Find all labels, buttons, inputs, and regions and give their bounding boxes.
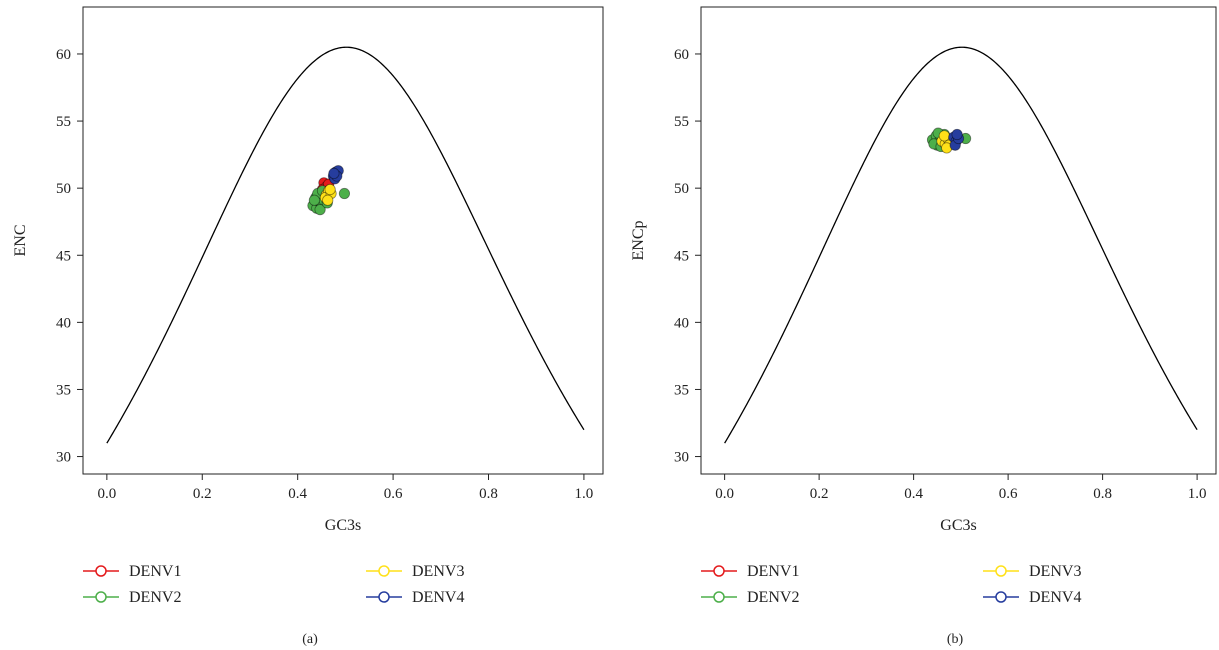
legend-item-denv4: DENV4 <box>366 589 464 606</box>
y-tick-label: 40 <box>674 315 689 331</box>
legend-marker <box>995 591 1007 603</box>
legend-label: DENV1 <box>129 563 181 580</box>
x-tick-label: 0.4 <box>288 486 307 502</box>
y-tick-label: 35 <box>674 382 689 398</box>
x-tick-label: 1.0 <box>575 486 594 502</box>
y-tick-label: 55 <box>56 114 71 130</box>
legend-marker <box>95 565 107 577</box>
legend-label: DENV3 <box>412 563 464 580</box>
legend-label: DENV2 <box>747 589 799 606</box>
legend-item-denv1: DENV1 <box>83 563 181 580</box>
x-tick-label: 0.4 <box>904 486 923 502</box>
data-point-denv3 <box>324 183 336 196</box>
legend-marker <box>713 565 725 577</box>
y-tick-label: 45 <box>674 248 689 264</box>
x-tick-label: 0.8 <box>479 486 498 502</box>
x-tick-label: 1.0 <box>1188 486 1207 502</box>
y-tick-label: 35 <box>56 382 71 398</box>
data-point-denv2 <box>308 194 320 206</box>
data-point-denv4 <box>951 128 963 141</box>
legend-item-denv4: DENV4 <box>983 589 1081 606</box>
y-tick-label: 40 <box>56 315 71 331</box>
expected-curve <box>106 46 585 444</box>
expected-curve <box>724 46 1198 444</box>
legend-item-denv3: DENV3 <box>366 563 464 580</box>
y-tick-label: 50 <box>56 181 71 197</box>
plot-frame <box>700 6 1217 475</box>
legend-item-denv2: DENV2 <box>83 589 181 606</box>
y-tick-label: 60 <box>56 47 71 63</box>
legend-marker <box>378 591 390 603</box>
y-tick-label: 60 <box>674 47 689 63</box>
x-tick-label: 0.2 <box>193 486 212 502</box>
data-point-denv2 <box>314 204 326 216</box>
legend-marker <box>995 565 1007 577</box>
y-tick-label: 50 <box>674 181 689 197</box>
data-point-denv3 <box>322 194 334 206</box>
legend-label: DENV2 <box>129 589 181 606</box>
chart-panel-1: 0.0 0.2 0.4 0.6 0.8 1.0 30 35 40 45 50 55 60 GC3s ENCp… <box>630 6 1217 647</box>
y-tick-label: 30 <box>56 450 71 466</box>
panel-label: (b) <box>947 632 964 647</box>
legend-label: DENV4 <box>412 589 464 606</box>
legend-item-denv3: DENV3 <box>983 563 1081 580</box>
y-tick-label: 45 <box>56 248 71 264</box>
data-point-denv4 <box>328 167 340 180</box>
y-tick-label: 30 <box>674 450 689 466</box>
plot-frame <box>82 6 604 475</box>
legend-label: DENV3 <box>1029 563 1081 580</box>
y-tick-label: 55 <box>674 114 689 130</box>
legend-marker <box>378 565 390 577</box>
x-tick-label: 0.0 <box>97 486 116 502</box>
legend-label: DENV4 <box>1029 589 1081 606</box>
x-tick-label: 0.6 <box>999 486 1018 502</box>
data-point-denv2 <box>338 187 351 200</box>
x-axis-label: GC3s <box>940 517 976 534</box>
y-axis-label: ENCp <box>630 221 647 261</box>
x-axis-label: GC3s <box>325 517 361 534</box>
legend-marker <box>713 591 725 603</box>
legend-marker <box>95 591 107 603</box>
legend-item-denv1: DENV1 <box>701 563 799 580</box>
data-point-denv3 <box>938 130 950 142</box>
x-tick-label: 0.8 <box>1093 486 1112 502</box>
y-axis-label: ENC <box>12 225 29 257</box>
legend-label: DENV1 <box>747 563 799 580</box>
legend-item-denv2: DENV2 <box>701 589 799 606</box>
x-tick-label: 0.0 <box>715 486 734 502</box>
panel-label: (a) <box>302 632 318 647</box>
chart-panel-0: 0.0 0.2 0.4 0.6 0.8 1.0 30 35 40 45 50 55 60 GC3s ENC D… <box>12 6 604 647</box>
x-tick-label: 0.2 <box>810 486 829 502</box>
x-tick-label: 0.6 <box>384 486 403 502</box>
